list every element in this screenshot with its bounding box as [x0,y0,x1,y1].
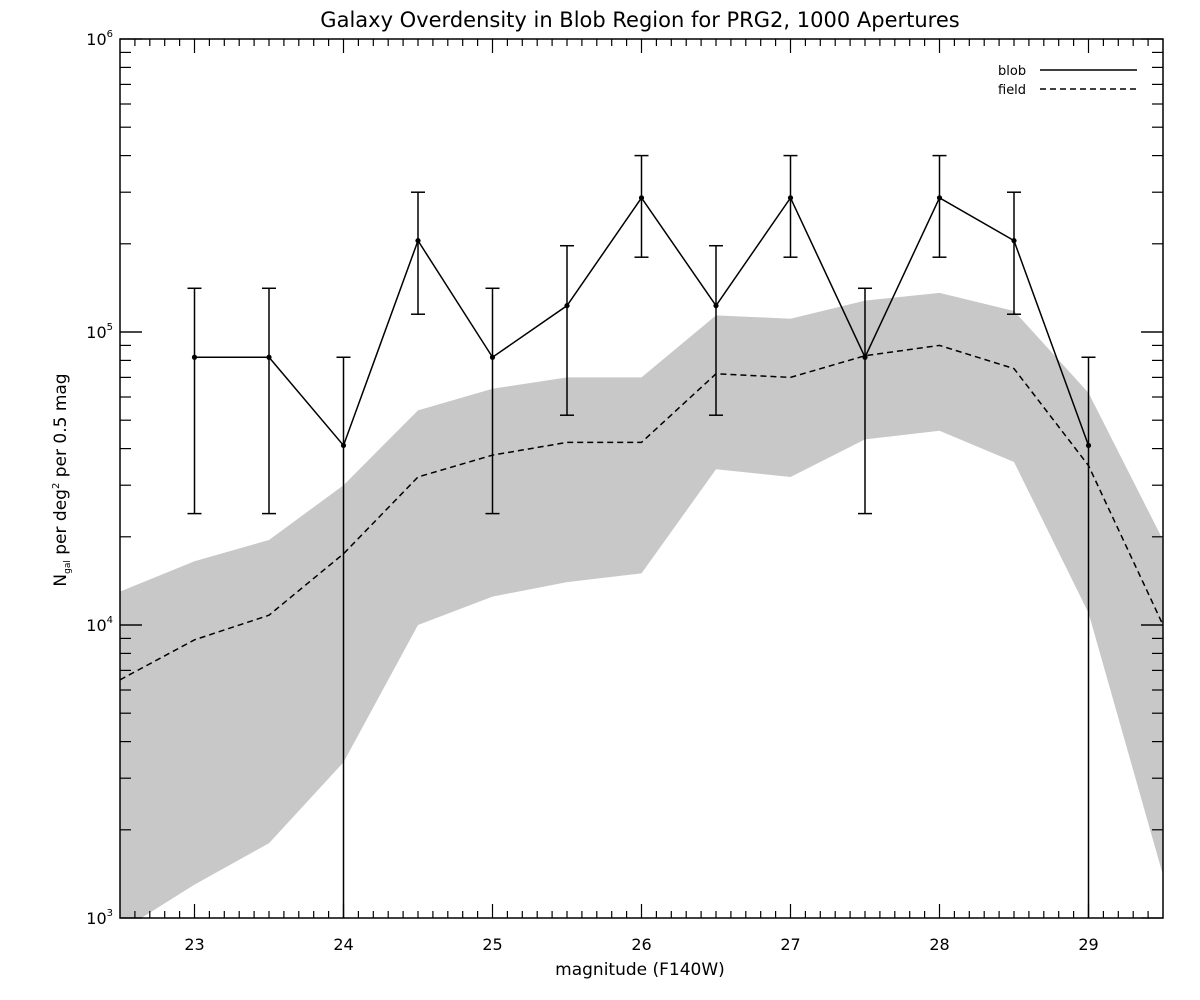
y-tick-label: 106 [86,29,113,49]
legend-label-blob: blob [998,64,1026,79]
x-tick-label: 24 [333,935,353,954]
blob-point [713,303,719,309]
field-scatter-band [120,292,1163,918]
blob-point [638,195,645,201]
y-tick-base: 10 [86,909,106,928]
blob-point [936,195,943,201]
y-axis-label-sub: gal [63,560,73,574]
y-axis-label-rest: per 0.5 mag [51,373,71,482]
blob-point [340,442,347,449]
x-tick-label: 29 [1078,935,1098,954]
legend: blob field [998,64,1137,98]
x-tick-label: 28 [929,935,949,954]
y-tick-exponent: 4 [107,615,113,626]
y-tick-label: 104 [86,615,113,635]
blob-point [415,238,421,244]
x-tick-label: 27 [780,935,800,954]
blob-point [1085,442,1092,449]
y-tick-exponent: 5 [107,322,113,333]
chart-title: Galaxy Overdensity in Blob Region for PR… [320,8,959,32]
legend-label-field: field [998,83,1026,98]
blob-point [787,195,794,201]
y-tick-base: 10 [86,616,106,635]
blob-point [862,354,868,360]
blob-point [266,354,272,360]
field-line [120,344,1163,681]
y-axis-label: Ngal per deg2 per 0.5 mag [51,373,73,586]
field-band [120,292,1163,918]
tick-marks [120,38,1163,919]
y-axis-label-sup: 2 [51,483,62,489]
y-tick-exponent: 6 [107,29,113,40]
x-tick-label: 23 [184,935,204,954]
blob-point [191,354,198,360]
blob-point [1011,238,1017,244]
y-axis-label-mid: per deg [51,489,71,560]
blob-series [187,154,1096,918]
y-tick-exponent: 3 [107,908,113,919]
field-series [120,344,1163,681]
y-tick-label: 105 [86,322,113,342]
x-axis-label: magnitude (F140W) [555,960,725,980]
y-tick-base: 10 [86,323,106,342]
x-tick-label: 25 [482,935,502,954]
y-tick-label: 103 [86,908,113,928]
blob-point [489,354,496,360]
blob-point [564,303,570,309]
y-axis-label-base: N [51,574,71,587]
y-tick-base: 10 [86,30,106,49]
x-tick-label: 26 [631,935,651,954]
